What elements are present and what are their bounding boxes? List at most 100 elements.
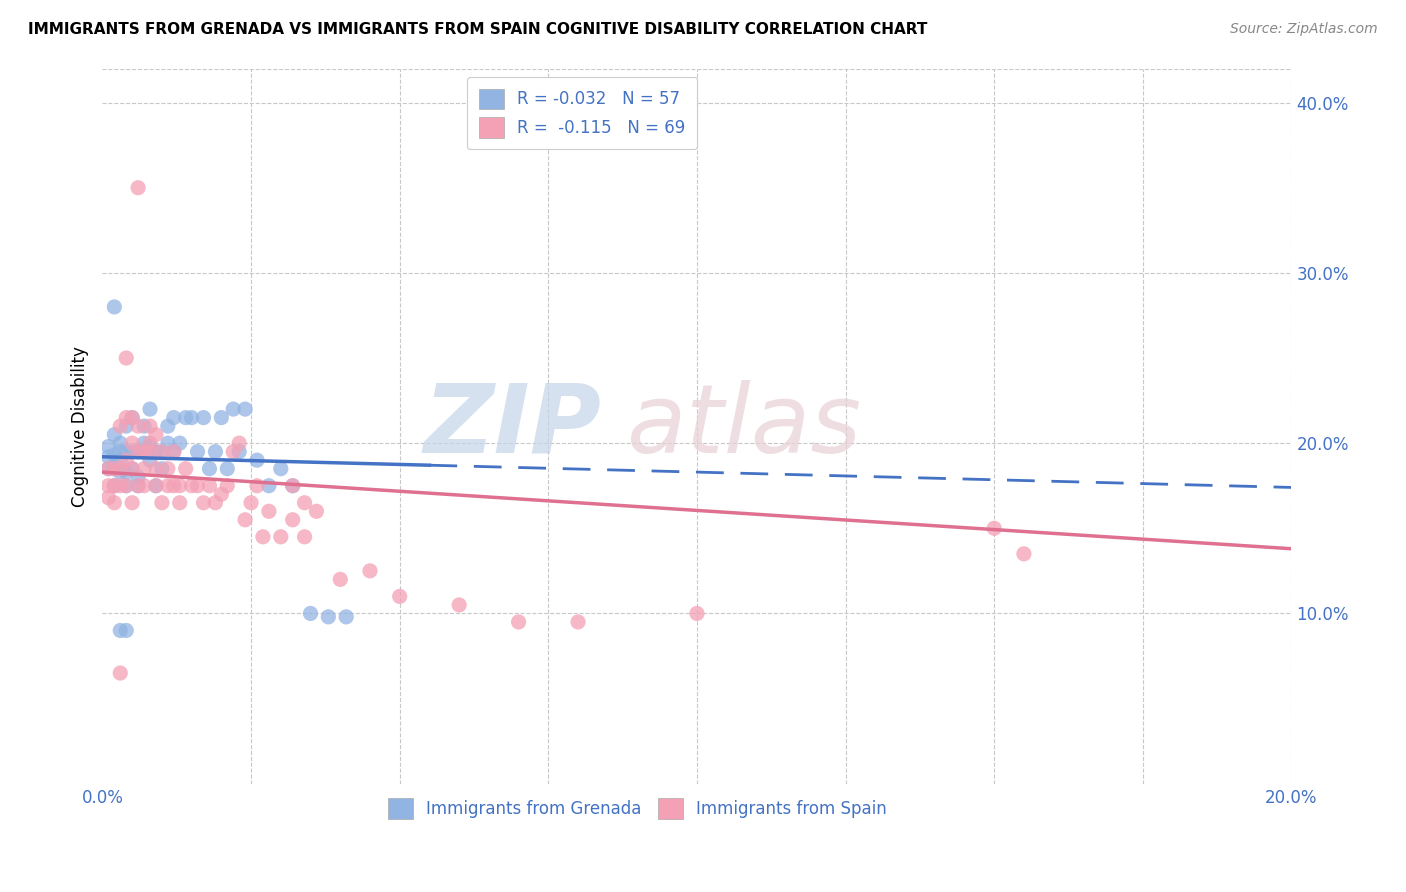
Point	[187, 444, 209, 458]
Point	[115, 479, 138, 493]
Point	[121, 461, 143, 475]
Point	[97, 461, 120, 475]
Point	[335, 610, 357, 624]
Point	[686, 607, 709, 621]
Point	[110, 419, 132, 434]
Point	[294, 496, 316, 510]
Point	[103, 300, 125, 314]
Point	[97, 461, 120, 475]
Point	[508, 615, 530, 629]
Point	[281, 479, 304, 493]
Point	[281, 479, 304, 493]
Text: atlas: atlas	[626, 380, 860, 473]
Point	[103, 479, 125, 493]
Point	[217, 461, 239, 475]
Point	[222, 444, 245, 458]
Point	[305, 504, 328, 518]
Point	[246, 479, 269, 493]
Legend: Immigrants from Grenada, Immigrants from Spain: Immigrants from Grenada, Immigrants from…	[381, 792, 894, 825]
Point	[228, 436, 250, 450]
Point	[294, 530, 316, 544]
Point	[110, 444, 132, 458]
Point	[97, 491, 120, 505]
Point	[110, 453, 132, 467]
Point	[145, 461, 167, 475]
Point	[115, 465, 138, 479]
Point	[174, 461, 197, 475]
Point	[132, 444, 155, 458]
Point	[127, 479, 149, 493]
Point	[193, 496, 215, 510]
Point	[127, 470, 149, 484]
Point	[150, 444, 173, 458]
Point	[132, 444, 155, 458]
Point	[329, 573, 352, 587]
Point	[156, 479, 179, 493]
Point	[103, 427, 125, 442]
Point	[318, 610, 340, 624]
Point	[145, 427, 167, 442]
Point	[115, 479, 138, 493]
Point	[139, 453, 162, 467]
Point	[139, 436, 162, 450]
Point	[139, 440, 162, 454]
Point	[983, 521, 1005, 535]
Point	[228, 444, 250, 458]
Point	[359, 564, 381, 578]
Point	[145, 479, 167, 493]
Point	[198, 461, 221, 475]
Point	[115, 453, 138, 467]
Point	[139, 419, 162, 434]
Point	[127, 180, 149, 194]
Point	[115, 419, 138, 434]
Point	[180, 479, 202, 493]
Point	[132, 479, 155, 493]
Point	[209, 410, 232, 425]
Point	[198, 479, 221, 493]
Point	[139, 444, 162, 458]
Point	[169, 479, 191, 493]
Point	[150, 496, 173, 510]
Point	[169, 496, 191, 510]
Point	[121, 436, 143, 450]
Point	[127, 444, 149, 458]
Point	[217, 479, 239, 493]
Text: ZIP: ZIP	[425, 380, 602, 473]
Point	[115, 351, 138, 365]
Point	[110, 666, 132, 681]
Point	[204, 444, 226, 458]
Point	[110, 624, 132, 638]
Point	[1012, 547, 1035, 561]
Point	[132, 419, 155, 434]
Point	[156, 436, 179, 450]
Point	[252, 530, 274, 544]
Point	[156, 419, 179, 434]
Point	[103, 461, 125, 475]
Point	[121, 410, 143, 425]
Point	[240, 496, 263, 510]
Point	[110, 436, 132, 450]
Point	[169, 436, 191, 450]
Point	[121, 461, 143, 475]
Point	[163, 410, 186, 425]
Point	[103, 448, 125, 462]
Point	[145, 479, 167, 493]
Point	[103, 461, 125, 475]
Point	[150, 444, 173, 458]
Point	[233, 402, 256, 417]
Point	[246, 453, 269, 467]
Point	[156, 461, 179, 475]
Point	[150, 461, 173, 475]
Point	[193, 410, 215, 425]
Point	[127, 444, 149, 458]
Point	[388, 590, 411, 604]
Point	[163, 444, 186, 458]
Point	[257, 479, 280, 493]
Point	[127, 479, 149, 493]
Point	[97, 479, 120, 493]
Point	[139, 402, 162, 417]
Point	[204, 496, 226, 510]
Point	[121, 410, 143, 425]
Point	[115, 410, 138, 425]
Point	[121, 496, 143, 510]
